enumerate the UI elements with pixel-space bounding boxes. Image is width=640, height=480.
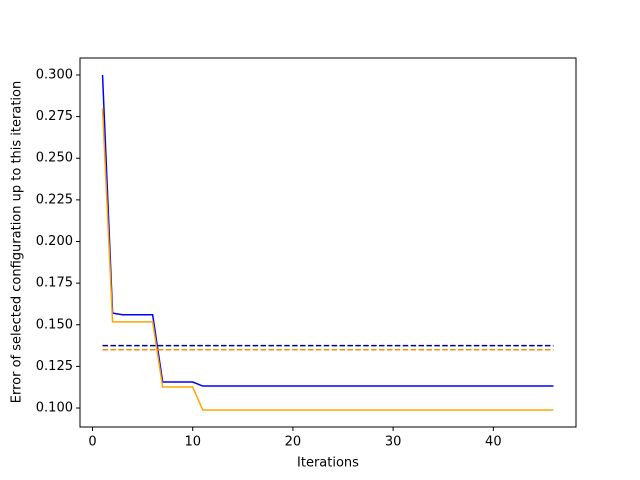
x-tick-label: 0 — [88, 435, 96, 450]
y-tick-label: 0.250 — [36, 151, 73, 166]
y-tick-label: 0.300 — [36, 67, 73, 82]
y-tick-label: 0.200 — [36, 234, 73, 249]
data-line — [101, 108, 554, 411]
x-axis-label: Iterations — [297, 456, 359, 471]
axes-frame — [79, 57, 577, 428]
y-tick-label: 0.275 — [36, 109, 73, 124]
data-line — [101, 74, 554, 387]
y-tick-label: 0.175 — [36, 276, 73, 291]
y-tick-label: 0.150 — [36, 317, 73, 332]
x-tick-label: 10 — [184, 435, 201, 450]
y-tick-label: 0.100 — [36, 401, 73, 416]
y-axis-label: Error of selected configuration up to th… — [10, 81, 25, 403]
x-tick-label: 30 — [385, 435, 402, 450]
y-tick-label: 0.225 — [36, 192, 73, 207]
x-tick-label: 40 — [485, 435, 502, 450]
x-tick-label: 20 — [285, 435, 302, 450]
y-tick-label: 0.125 — [36, 359, 73, 374]
